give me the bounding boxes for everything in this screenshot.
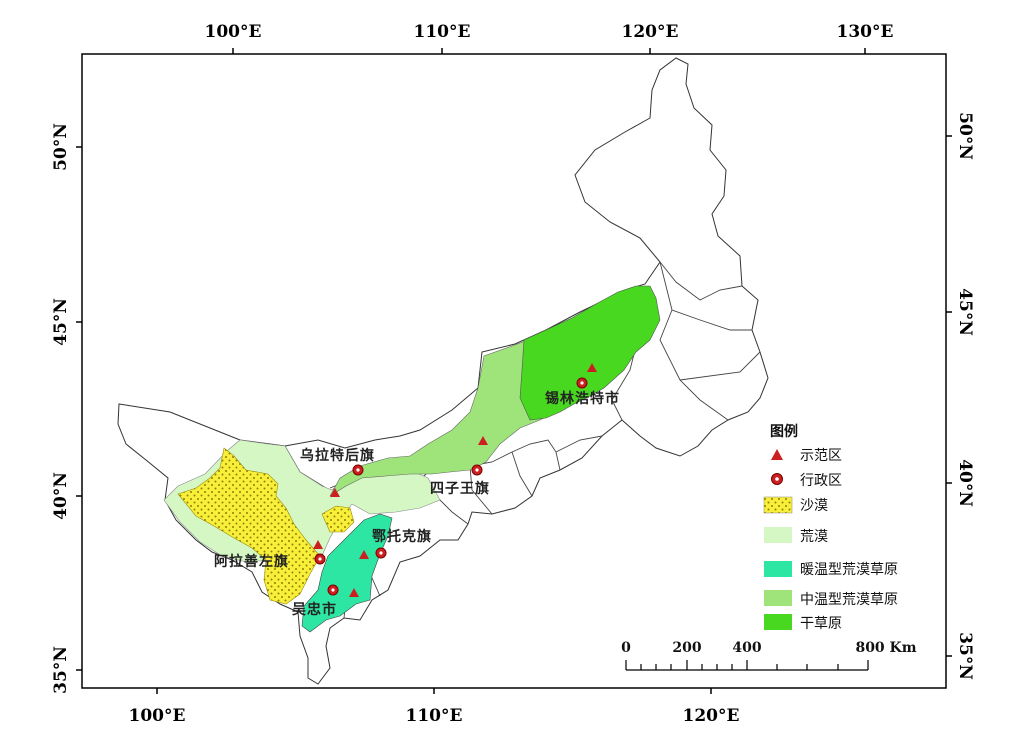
left-lat-label-45: 45°N: [51, 298, 71, 346]
place-label-wulatehouqi: 乌拉特后旗: [300, 447, 375, 464]
scale-label-200: 200: [672, 640, 701, 656]
bottom-lon-label-120: 120°E: [683, 706, 740, 726]
scale-label-400: 400: [732, 640, 761, 656]
top-lon-label-110: 110°E: [414, 22, 471, 42]
green-swatch: [764, 614, 792, 630]
triangle-icon: [587, 363, 597, 372]
right-lat-label-35: 35°N: [955, 632, 975, 680]
dotted-yellow-swatch: [763, 496, 793, 514]
triangle-icon: [359, 550, 369, 559]
circled-dot-icon: [314, 553, 326, 565]
triangle-icon: [330, 488, 340, 497]
legend-label-warm-desert-steppe: 暖温型荒漠草原: [800, 562, 898, 578]
scale-bar: 0 200 400 800 Km: [621, 640, 917, 671]
place-label-etuokeqi: 鄂托克旗: [372, 528, 432, 545]
place-label-wuzhong: 吴忠市: [292, 601, 337, 618]
dry-grassland-area: [519, 285, 661, 421]
place-label-alashanzuoqi: 阿拉善左旗: [214, 553, 289, 570]
legend-label-desert: 沙漠: [800, 498, 828, 514]
legend-title: 图例: [770, 423, 798, 440]
triangle-icon: [771, 449, 783, 460]
legend-label-demonstration: 示范区: [800, 447, 842, 464]
circled-dot-icon: [352, 464, 364, 476]
circled-dot-icon: [471, 464, 483, 476]
warm-desert-steppe-grassland-area: [301, 513, 393, 633]
triangle-icon: [478, 436, 488, 445]
top-lon-label-130: 130°E: [837, 22, 894, 42]
light-green-swatch: [764, 590, 792, 606]
administrative-area-markers: [314, 377, 588, 596]
triangle-icon: [313, 540, 323, 549]
desert-area: [177, 447, 321, 605]
pale-green-swatch: [764, 527, 792, 543]
legend-label-temperate-desert-steppe: 中温型荒漠草原: [800, 592, 898, 608]
right-lat-label-40: 40°N: [955, 459, 975, 507]
legend: 图例 示范区 行政区 沙漠 荒漠 暖温型荒漠草原 中温型荒漠草原 干草原: [763, 423, 898, 632]
triangle-icon: [349, 588, 359, 597]
demonstration-area-markers: [313, 363, 597, 597]
right-lat-label-50: 50°N: [955, 112, 975, 160]
place-label-siziwangqi: 四子王旗: [430, 480, 490, 497]
scale-label-0: 0: [621, 640, 631, 656]
frame-ticks: [76, 48, 952, 694]
bottom-lon-label-100: 100°E: [129, 706, 186, 726]
top-lon-label-120: 120°E: [622, 22, 679, 42]
left-lat-label-40: 40°N: [51, 472, 71, 520]
scale-label-800: 800 Km: [855, 640, 916, 656]
circled-dot-icon: [576, 377, 588, 389]
left-lat-label-35: 35°N: [51, 646, 71, 694]
desert-area-small: [321, 505, 355, 533]
teal-swatch: [764, 561, 792, 577]
legend-label-administrative: 行政区: [800, 473, 842, 489]
circled-dot-icon: [327, 584, 339, 596]
top-lon-label-100: 100°E: [205, 22, 262, 42]
circled-dot-icon: [375, 547, 387, 559]
right-lat-label-45: 45°N: [955, 288, 975, 336]
circled-dot-icon: [771, 473, 783, 485]
left-lat-label-50: 50°N: [51, 123, 71, 171]
place-label-xilinhaote: 锡林浩特市: [545, 390, 620, 407]
legend-label-dry-grassland: 干草原: [800, 616, 842, 632]
bottom-lon-label-110: 110°E: [406, 706, 463, 726]
legend-label-desert-steppe: 荒漠: [800, 529, 828, 545]
